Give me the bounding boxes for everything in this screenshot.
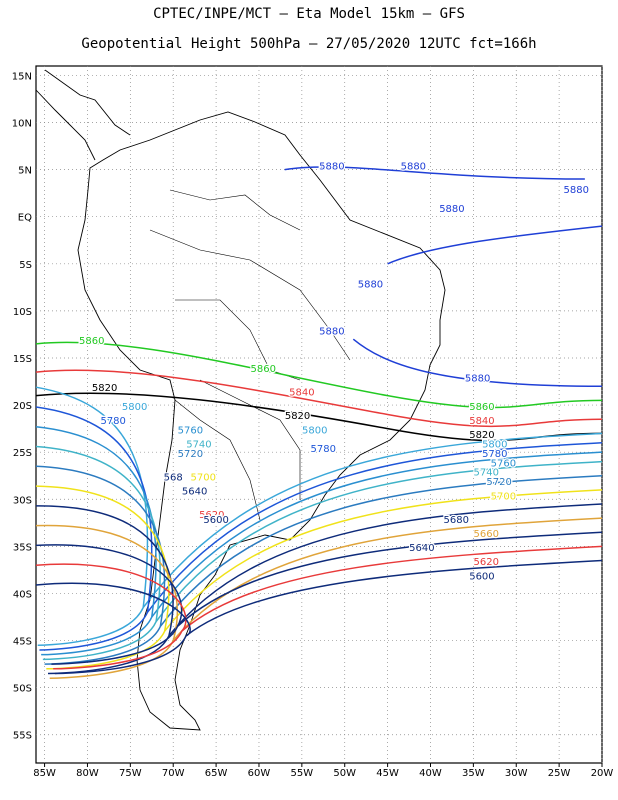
contour-label-layer: 5880 5880 5880 5880 5880 5880 5880 5860 5860 5860…: [78, 160, 590, 583]
contour-label: 5880: [439, 204, 464, 215]
lat-tick-label: 5S: [19, 260, 32, 271]
contour-label: 568: [164, 472, 183, 483]
lon-tick-label: 60W: [248, 768, 271, 779]
contour-label: 5840: [469, 416, 494, 427]
contour-label: 5880: [319, 326, 344, 337]
contour-label: 5600: [469, 571, 494, 582]
contour-label: 5880: [564, 185, 589, 196]
chart-subtitle: Geopotential Height 500hPa – 27/05/2020 …: [81, 36, 537, 52]
contour-label: 5880: [358, 279, 383, 290]
contour-label: 5880: [401, 162, 426, 173]
country-borders: [149, 189, 351, 521]
contour-5800: [35, 386, 603, 647]
contour-5680: [35, 503, 603, 675]
central-america-coastline: [35, 69, 131, 161]
contour-5600: [35, 559, 603, 675]
lon-tick-label: 75W: [119, 768, 142, 779]
lon-tick-label: 65W: [205, 768, 228, 779]
lat-tick-label: 45S: [13, 637, 32, 648]
contour-5660: [35, 517, 603, 679]
contour-5620: [35, 545, 603, 670]
lon-tick-label: 70W: [162, 768, 185, 779]
lat-tick-label: EQ: [18, 213, 32, 224]
contour-label: 5800: [302, 425, 327, 436]
lon-tick-label: 30W: [505, 768, 528, 779]
contour-label: 5740: [474, 468, 499, 479]
contour-5760: [35, 425, 603, 656]
contour-label: 5860: [469, 402, 494, 413]
contour-label: 5860: [251, 364, 276, 375]
contour-5700: [35, 485, 603, 670]
contour-label: 5780: [100, 416, 125, 427]
lon-tick-label: 25W: [548, 768, 571, 779]
contour-label: 5720: [486, 477, 511, 488]
contour-label: 5760: [491, 458, 516, 469]
contour-layer: [35, 166, 603, 679]
lat-tick-label: 35S: [13, 542, 32, 553]
contour-label: 5620: [199, 510, 224, 521]
lon-tick-label: 40W: [419, 768, 442, 779]
lat-tick-label: 10N: [12, 119, 32, 130]
contour-label: 5700: [491, 491, 516, 502]
contour-label: 5840: [289, 388, 314, 399]
contour-label: 5800: [482, 439, 507, 450]
lat-tick-label: 5N: [18, 166, 32, 177]
contour-label: 5680: [443, 515, 468, 526]
contour-label: 5880: [319, 162, 344, 173]
contour-5740: [35, 445, 603, 661]
lon-tick-label: 45W: [376, 768, 399, 779]
lat-tick-label: 25S: [13, 448, 32, 459]
contour-label: 5620: [474, 557, 499, 568]
lat-tick-label: 20S: [13, 401, 32, 412]
chart-title: CPTEC/INPE/MCT – Eta Model 15km – GFS: [153, 6, 465, 22]
contour-label: 5720: [178, 449, 203, 460]
lat-tick-label: 40S: [13, 589, 32, 600]
lat-tick-label: 55S: [13, 731, 32, 742]
lon-tick-label: 85W: [33, 768, 56, 779]
contour-label: 5820: [92, 383, 117, 394]
contour-label: 5660: [474, 529, 499, 540]
lat-tick-label: 15S: [13, 354, 32, 365]
lon-tick-label: 80W: [76, 768, 99, 779]
lon-tick-label: 50W: [333, 768, 356, 779]
graticule: [36, 66, 603, 763]
lon-tick-label: 20W: [591, 768, 614, 779]
lat-tick-label: 30S: [13, 495, 32, 506]
lat-tick-label: 15N: [12, 71, 32, 82]
lon-tick-label: 35W: [462, 768, 485, 779]
axis-label-layer: 85W 80W 75W 70W 65W 60W 55W 50W 45W 40W 35W 30W 25W 2…: [12, 71, 614, 779]
contour-5780: [35, 406, 603, 651]
contour-label: 5820: [469, 430, 494, 441]
contour-label: 5820: [285, 411, 310, 422]
contour-5880: [284, 166, 603, 387]
contour-label: 5760: [178, 425, 203, 436]
contour-label: 5740: [186, 439, 211, 450]
contour-label: 5860: [79, 336, 104, 347]
contour-label: 5880: [465, 374, 490, 385]
contour-label: 5700: [191, 472, 216, 483]
lat-tick-label: 50S: [13, 684, 32, 695]
lat-tick-label: 10S: [13, 307, 32, 318]
contour-label: 5640: [409, 543, 434, 554]
contour-5640: [35, 531, 603, 665]
contour-5840: [35, 369, 603, 428]
contour-5860: [35, 341, 603, 409]
contour-label: 5640: [182, 487, 207, 498]
lon-tick-label: 55W: [291, 768, 314, 779]
contour-label: 5600: [203, 515, 228, 526]
contour-label: 5780: [311, 444, 336, 455]
contour-label: 5800: [122, 402, 147, 413]
contour-label: 5780: [482, 449, 507, 460]
